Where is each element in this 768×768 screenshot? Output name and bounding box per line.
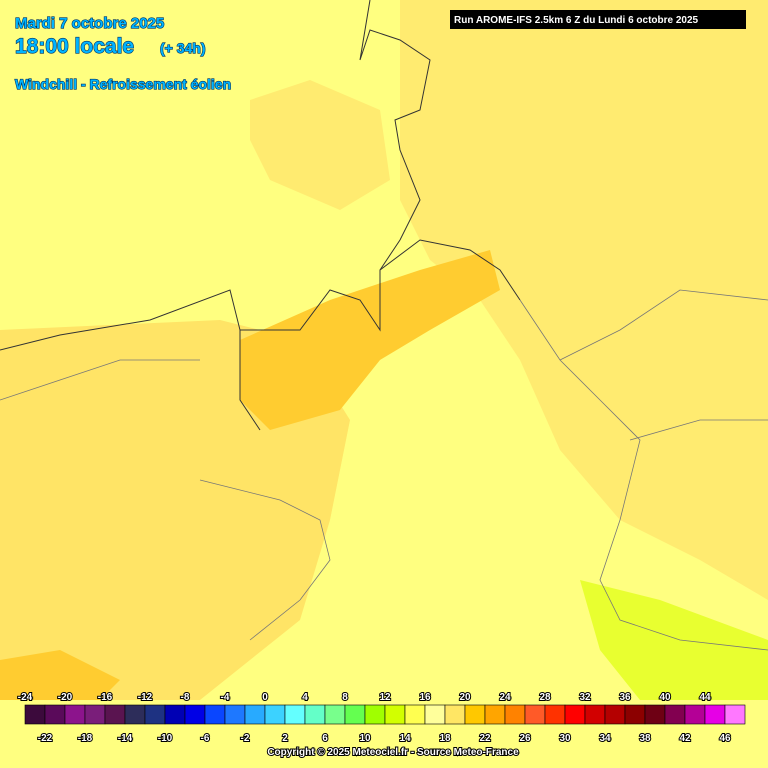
legend-label: 34 (599, 733, 611, 744)
legend-swatch (264, 704, 286, 725)
legend-swatch (144, 704, 166, 725)
coastline (0, 239, 521, 431)
legend-swatch (484, 704, 506, 725)
legend-label: 8 (342, 692, 348, 703)
run-box (450, 10, 746, 29)
legend-label: 6 (322, 733, 328, 744)
copyright: Copyright © 2025 Meteociel.fr - Source M… (267, 747, 519, 758)
time: 18:00 locale (15, 35, 134, 58)
legend-swatch (184, 704, 206, 725)
legend-label: -12 (138, 692, 153, 703)
legend-swatch (524, 704, 546, 725)
legend-label: -24 (18, 692, 33, 703)
parameter: Windchill - Refroissement éolien (15, 76, 231, 92)
legend-label: 20 (459, 692, 471, 703)
legend-label: 26 (519, 733, 531, 744)
date: Mardi 7 octobre 2025 (15, 15, 164, 32)
legend-swatch (464, 704, 486, 725)
legend-swatch (704, 704, 726, 725)
legend-label: -20 (58, 692, 73, 703)
legend-label: -4 (221, 692, 230, 703)
legend-label: -8 (181, 692, 190, 703)
legend-label: 42 (679, 733, 691, 744)
legend-swatch (204, 704, 226, 725)
lead-time: (+ 34h) (160, 40, 206, 56)
legend-label: 24 (499, 692, 511, 703)
legend-swatch (164, 704, 186, 725)
legend-swatch (324, 704, 346, 725)
legend-swatch (584, 704, 606, 725)
legend-label: -16 (98, 692, 113, 703)
legend-label: -10 (158, 733, 173, 744)
legend-label: 16 (419, 692, 431, 703)
legend-label: 12 (379, 692, 391, 703)
legend-label: 0 (262, 692, 268, 703)
legend-swatch (24, 704, 46, 725)
coastline (359, 0, 431, 271)
field-area (0, 650, 120, 700)
legend-swatch (404, 704, 426, 725)
legend-label: 28 (539, 692, 551, 703)
legend-label: 10 (359, 733, 371, 744)
legend-swatch (504, 704, 526, 725)
run-info: Run AROME-IFS 2.5km 6 Z du Lundi 6 octob… (454, 15, 699, 26)
legend-swatch (604, 704, 626, 725)
legend-swatch (564, 704, 586, 725)
legend-label: -6 (201, 733, 210, 744)
field-area (580, 580, 768, 700)
legend-swatch (244, 704, 266, 725)
legend-swatch (424, 704, 446, 725)
legend-label: 46 (719, 733, 731, 744)
legend-swatch (444, 704, 466, 725)
legend-label: 2 (282, 733, 288, 744)
legend-label: 14 (399, 733, 411, 744)
legend-label: 4 (302, 692, 308, 703)
legend-label: 30 (559, 733, 571, 744)
legend-label: -18 (78, 733, 93, 744)
legend-swatch (224, 704, 246, 725)
legend-swatch (724, 704, 746, 725)
legend-label: 36 (619, 692, 631, 703)
legend-label: 44 (699, 692, 711, 703)
legend-label: 40 (659, 692, 671, 703)
legend-label: 38 (639, 733, 651, 744)
color-legend: -24-22-20-18-16-14-12-10-8-6-4-202468101… (17, 691, 746, 745)
legend-swatch (44, 704, 66, 725)
legend-swatch (124, 704, 146, 725)
field-area (250, 80, 390, 210)
legend-swatch (644, 704, 666, 725)
field-area (400, 0, 768, 600)
legend-swatch (624, 704, 646, 725)
legend-swatch (284, 704, 306, 725)
legend-label: -14 (118, 733, 133, 744)
legend-label: 22 (479, 733, 491, 744)
field-area (240, 250, 500, 430)
legend-label: -22 (38, 733, 53, 744)
legend-swatch (384, 704, 406, 725)
legend-swatch (344, 704, 366, 725)
legend-swatch (664, 704, 686, 725)
legend-label: 32 (579, 692, 591, 703)
legend-swatch (304, 704, 326, 725)
legend-label: 18 (439, 733, 451, 744)
legend-swatch (84, 704, 106, 725)
legend-swatch (544, 704, 566, 725)
legend-swatch (684, 704, 706, 725)
legend-swatch (104, 704, 126, 725)
legend-swatch (364, 704, 386, 725)
legend-label: -2 (241, 733, 250, 744)
border (0, 289, 768, 651)
legend-swatch (64, 704, 86, 725)
